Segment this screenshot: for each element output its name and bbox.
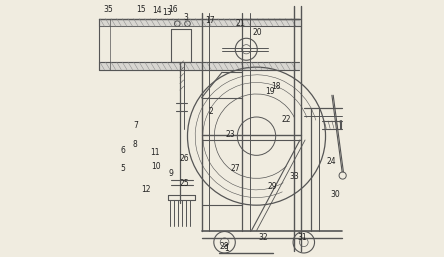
Text: 1: 1 bbox=[224, 244, 229, 253]
Text: 21: 21 bbox=[236, 19, 245, 28]
Text: 18: 18 bbox=[271, 82, 281, 91]
Text: 12: 12 bbox=[141, 185, 151, 194]
Text: 24: 24 bbox=[326, 157, 336, 166]
Text: 33: 33 bbox=[289, 172, 299, 181]
Text: 15: 15 bbox=[136, 5, 146, 14]
Text: 9: 9 bbox=[169, 170, 174, 179]
Text: 25: 25 bbox=[179, 179, 189, 188]
Text: 30: 30 bbox=[330, 190, 340, 199]
Text: 6: 6 bbox=[120, 146, 125, 155]
Text: 17: 17 bbox=[206, 16, 215, 25]
Text: 22: 22 bbox=[281, 115, 291, 124]
Text: 7: 7 bbox=[133, 121, 138, 130]
Text: 19: 19 bbox=[265, 87, 275, 96]
Text: 27: 27 bbox=[230, 164, 240, 173]
Text: 29: 29 bbox=[267, 182, 277, 191]
Text: 23: 23 bbox=[226, 130, 235, 139]
Text: 13: 13 bbox=[162, 8, 171, 17]
Text: 16: 16 bbox=[169, 5, 178, 14]
Text: 3: 3 bbox=[183, 13, 188, 22]
Text: 11: 11 bbox=[150, 148, 160, 157]
Text: 26: 26 bbox=[179, 154, 189, 163]
Text: 20: 20 bbox=[253, 28, 262, 37]
Text: 2: 2 bbox=[208, 107, 213, 116]
Text: 14: 14 bbox=[152, 6, 162, 15]
Text: 10: 10 bbox=[151, 162, 161, 171]
Text: 8: 8 bbox=[132, 140, 137, 149]
Text: 32: 32 bbox=[259, 233, 269, 242]
Text: 5: 5 bbox=[120, 164, 125, 173]
Text: 31: 31 bbox=[297, 233, 306, 242]
Text: 35: 35 bbox=[103, 5, 113, 14]
Text: 28: 28 bbox=[219, 242, 229, 251]
